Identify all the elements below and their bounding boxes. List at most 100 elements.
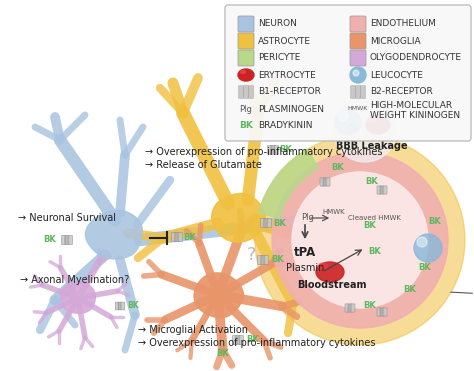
Text: Plg: Plg [301,213,314,223]
FancyBboxPatch shape [356,86,360,98]
Text: BK: BK [272,256,284,265]
FancyBboxPatch shape [267,145,272,154]
Text: MICROGLIA: MICROGLIA [370,36,420,46]
Text: BK: BK [239,121,253,131]
FancyBboxPatch shape [244,86,248,98]
Circle shape [255,135,465,345]
Text: BK: BK [369,247,382,256]
FancyBboxPatch shape [320,178,324,186]
FancyBboxPatch shape [175,233,179,242]
FancyBboxPatch shape [377,308,381,316]
FancyBboxPatch shape [65,236,69,244]
FancyBboxPatch shape [261,256,265,265]
Polygon shape [61,282,95,313]
Text: BK: BK [217,348,229,358]
Text: → Overexpression of pro-inflammatory cytokines: → Overexpression of pro-inflammatory cyt… [145,147,383,157]
Ellipse shape [240,70,246,73]
Text: OLYGODENDROCYTE: OLYGODENDROCYTE [370,53,462,62]
Circle shape [338,111,348,121]
Text: → Microglial Activation: → Microglial Activation [138,325,248,335]
FancyBboxPatch shape [233,335,237,345]
Circle shape [292,172,428,308]
Text: → Axonal Myelination?: → Axonal Myelination? [20,275,129,285]
Text: BK: BK [419,263,431,273]
FancyBboxPatch shape [239,86,243,98]
FancyBboxPatch shape [121,302,125,310]
FancyBboxPatch shape [380,308,384,316]
Text: BK: BK [332,164,345,173]
FancyBboxPatch shape [261,219,265,227]
FancyBboxPatch shape [323,178,327,186]
Circle shape [353,70,359,76]
FancyBboxPatch shape [271,145,275,154]
Text: BK: BK [404,286,416,295]
Text: tPA: tPA [294,246,316,259]
FancyBboxPatch shape [238,33,254,49]
Polygon shape [85,210,142,259]
Text: BK: BK [44,234,56,243]
Text: B2-RECEPTOR: B2-RECEPTOR [370,88,433,96]
Polygon shape [212,194,265,242]
FancyBboxPatch shape [225,5,471,141]
Text: NEURON: NEURON [258,20,297,29]
Text: Plg: Plg [239,105,253,114]
Ellipse shape [367,116,376,122]
FancyBboxPatch shape [264,219,268,227]
Text: ERYTROCYTE: ERYTROCYTE [258,70,316,79]
Text: BK: BK [273,219,286,227]
Text: PERICYTE: PERICYTE [258,53,301,62]
Text: HMWK: HMWK [322,209,345,215]
FancyBboxPatch shape [380,186,384,194]
FancyBboxPatch shape [351,304,355,312]
FancyBboxPatch shape [350,50,366,66]
Text: BBB Leakage: BBB Leakage [336,141,408,151]
Text: BK: BK [183,233,196,242]
FancyBboxPatch shape [249,86,253,98]
Text: B1-RECEPTOR: B1-RECEPTOR [258,88,321,96]
Text: ?: ? [247,246,257,264]
Ellipse shape [318,263,328,269]
Wedge shape [259,149,319,219]
FancyBboxPatch shape [172,233,176,242]
FancyBboxPatch shape [326,178,330,186]
Text: → Neuronal Survival: → Neuronal Survival [18,213,116,223]
Text: Plasmin: Plasmin [286,263,324,273]
Circle shape [272,152,448,328]
Text: → Release of Glutamate: → Release of Glutamate [145,160,262,170]
Circle shape [417,237,427,247]
Circle shape [414,234,442,262]
Text: ENDOTHELIUM: ENDOTHELIUM [370,20,436,29]
Ellipse shape [238,69,254,81]
Text: BK: BK [280,145,292,154]
Text: BK: BK [364,301,376,309]
FancyBboxPatch shape [267,219,272,227]
FancyBboxPatch shape [115,302,119,310]
FancyBboxPatch shape [348,304,352,312]
Circle shape [333,98,397,162]
FancyBboxPatch shape [377,186,381,194]
FancyBboxPatch shape [239,335,244,345]
Text: LEUCOCYTE: LEUCOCYTE [370,70,423,79]
FancyBboxPatch shape [238,50,254,66]
Ellipse shape [366,116,390,134]
Text: BK: BK [246,335,259,345]
Circle shape [348,124,356,132]
Text: PLASMINOGEN: PLASMINOGEN [258,105,324,114]
Text: BK: BK [364,220,376,230]
Text: ASTROCYTE: ASTROCYTE [258,36,311,46]
Text: HIGH-MOLECULAR: HIGH-MOLECULAR [370,101,452,109]
Ellipse shape [316,262,344,282]
FancyBboxPatch shape [68,236,73,244]
FancyBboxPatch shape [236,335,240,345]
Polygon shape [194,273,244,318]
FancyBboxPatch shape [274,145,279,154]
Text: BK: BK [127,302,139,311]
Text: Cleaved HMWK: Cleaved HMWK [348,215,401,221]
FancyBboxPatch shape [178,233,182,242]
Text: HMWK: HMWK [348,106,368,112]
Text: BK: BK [365,177,378,187]
FancyBboxPatch shape [383,186,387,194]
FancyBboxPatch shape [118,302,122,310]
Text: BRADYKININ: BRADYKININ [258,121,312,131]
FancyBboxPatch shape [345,304,349,312]
